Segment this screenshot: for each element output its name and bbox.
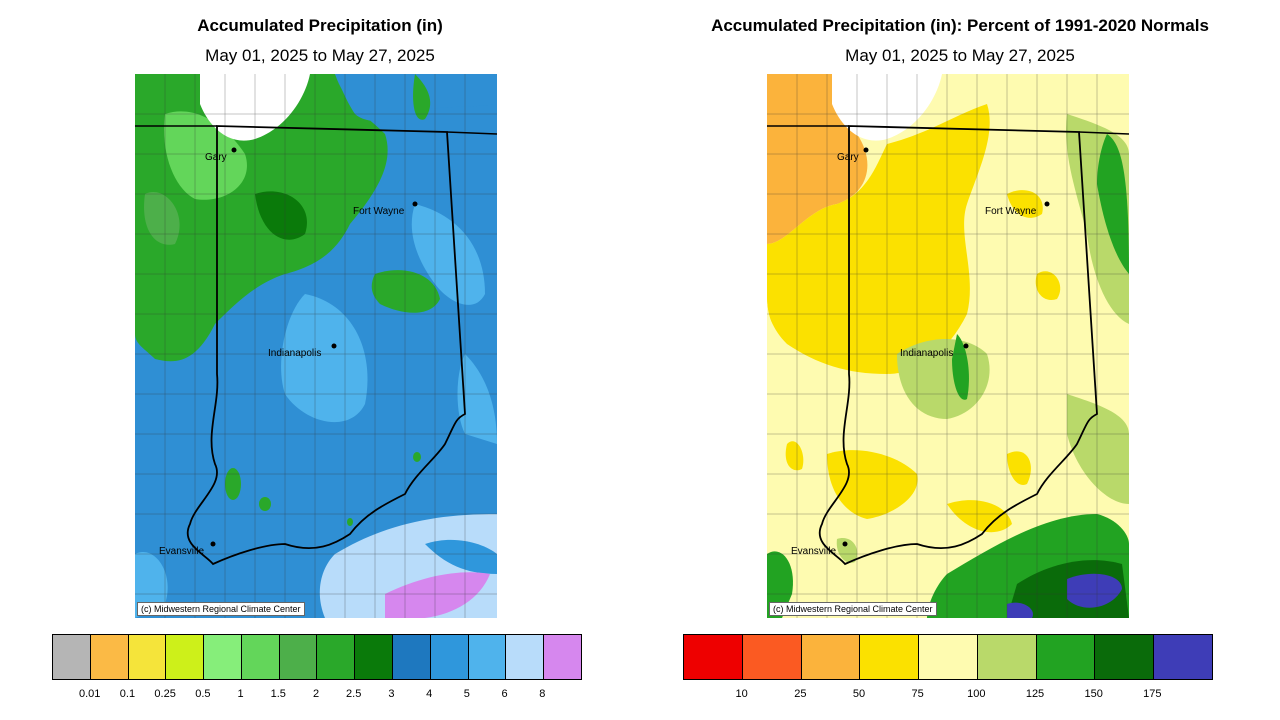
precip-map-svg: Gary Fort Wayne Indianapolis Evansville [135,74,497,618]
legend-tick-label: 1.5 [270,688,286,700]
legend-tick-label: 50 [852,688,866,700]
legend-swatch [919,635,978,679]
legend-swatch [801,635,861,679]
legend-swatch [1154,635,1213,679]
legend-swatch [317,635,356,679]
city-label-evansville: Evansville [159,546,204,557]
precip-legend-ticks: 0.01 0.1 0.25 0.5 1 1.5 2 2.5 3 4 5 6 8 [52,688,580,704]
legend-swatch [506,635,545,679]
percent-legend-ticks: 10 25 50 75 100 125 150 175 [683,688,1211,704]
map-title: Accumulated Precipitation (in) [197,16,443,35]
legend-tick-label: 5 [463,688,470,700]
legend-tick-label: 175 [1143,688,1162,700]
legend-swatch [430,635,469,679]
legend-swatch [355,635,394,679]
legend-tick-label: 125 [1025,688,1045,700]
legend-tick-label: 0.1 [119,688,136,700]
legend-tick-label: 3 [388,688,395,700]
legend-tick-label: 1 [237,688,244,700]
legend-tick-label: 100 [967,688,986,700]
legend-swatch [241,635,280,679]
legend-tick-label: 150 [1084,688,1103,700]
map-title: Accumulated Precipitation (in): Percent … [711,16,1209,35]
legend-swatch [468,635,507,679]
city-label-evansville: Evansville [791,546,836,557]
credit-label: (c) Midwestern Regional Climate Center [137,602,305,616]
legend-swatch [90,635,129,679]
legend-tick-label: 4 [426,688,433,700]
percent-normal-panel: Accumulated Precipitation (in): Percent … [640,0,1280,720]
precip-map: Gary Fort Wayne Indianapolis Evansville … [135,74,497,618]
legend-swatch [166,635,205,679]
legend-tick-label: 2 [312,688,320,700]
city-label-indianapolis: Indianapolis [900,348,953,359]
city-label-indianapolis: Indianapolis [268,348,321,359]
legend-tick-label: 25 [794,688,807,700]
legend-tick-label: 0.01 [78,688,101,700]
legend-tick-label: 0.25 [154,688,176,700]
legend-swatch [1036,635,1096,679]
legend-swatch [204,635,242,679]
legend-swatch [977,635,1037,679]
city-label-gary: Gary [205,152,227,163]
legend-tick-label: 6 [501,688,508,700]
percent-normal-map: Gary Fort Wayne Indianapolis Evansville … [767,74,1129,618]
legend-tick-label: 8 [539,688,546,700]
legend-swatch [279,635,318,679]
legend-swatch [742,635,802,679]
city-label-gary: Gary [837,152,859,163]
legend-swatch [53,635,91,679]
city-label-fort-wayne: Fort Wayne [985,206,1037,217]
legend-swatch [393,635,431,679]
legend-swatch [1095,635,1155,679]
city-label-fort-wayne: Fort Wayne [353,206,405,217]
legend-tick-label: 10 [735,688,748,700]
map-subtitle: May 01, 2025 to May 27, 2025 [845,46,1075,65]
legend-tick-label: 0.5 [195,688,211,700]
legend-tick-label: 2.5 [346,688,362,700]
credit-label: (c) Midwestern Regional Climate Center [769,602,937,616]
legend-swatch [684,635,743,679]
legend-swatch [128,635,167,679]
map-subtitle: May 01, 2025 to May 27, 2025 [205,46,435,65]
percent-normal-map-svg: Gary Fort Wayne Indianapolis Evansville [767,74,1129,618]
legend-swatch [544,635,581,679]
legend-swatch [860,635,920,679]
legend-tick-label: 75 [911,688,924,700]
percent-legend-colorbar [683,634,1213,680]
accumulated-precip-panel: Accumulated Precipitation (in) May 01, 2… [52,16,582,704]
precip-legend-colorbar [52,634,582,680]
